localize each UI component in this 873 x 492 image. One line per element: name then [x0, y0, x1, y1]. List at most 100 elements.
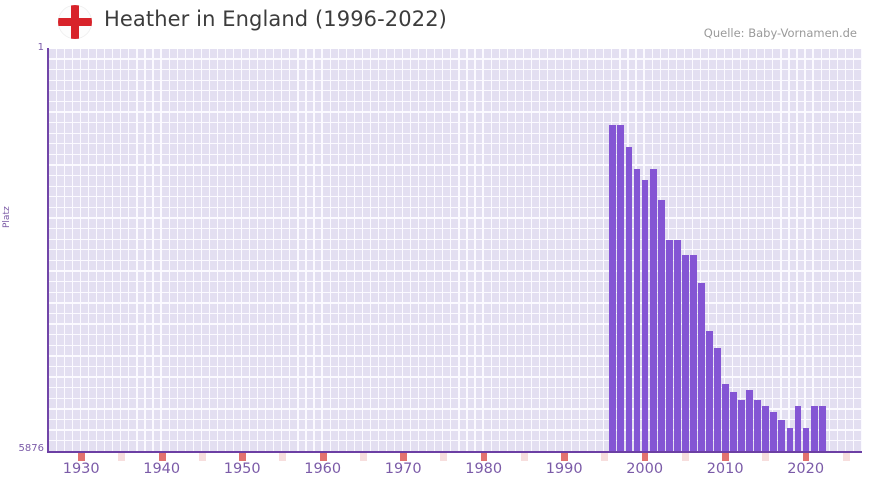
bar-1999[interactable] — [633, 169, 641, 452]
grid-column — [773, 49, 781, 452]
grid-column — [250, 49, 258, 452]
grid-column — [218, 49, 225, 452]
grid-column — [435, 49, 443, 452]
bar-2000[interactable] — [641, 180, 649, 452]
bar-series-heather — [49, 49, 862, 452]
grid-column — [282, 49, 290, 452]
grid-column — [749, 49, 757, 452]
grid-column — [604, 49, 612, 452]
grid-column — [580, 49, 588, 452]
grid-column — [507, 49, 515, 452]
grid-row-gap — [49, 387, 862, 389]
grid-row-gap — [49, 270, 862, 272]
grid-column — [290, 49, 298, 452]
grid-column — [395, 49, 402, 452]
grid-column — [523, 49, 531, 452]
grid-column — [548, 49, 555, 452]
x-tick-minor-1975 — [440, 453, 448, 461]
grid-column — [201, 49, 209, 452]
grid-column — [121, 49, 129, 452]
grid-column — [797, 49, 805, 452]
bar-2022[interactable] — [818, 406, 826, 452]
grid-column — [49, 49, 56, 452]
grid-row-gap — [49, 196, 862, 198]
grid-column — [346, 49, 354, 452]
grid-column — [459, 49, 467, 452]
x-tick-major-2000 — [641, 453, 649, 461]
source-credit: Quelle: Baby-Vornamen.de — [703, 26, 857, 40]
bar-2011[interactable] — [730, 391, 738, 452]
grid-column — [65, 49, 72, 452]
x-tick-major-1950 — [239, 453, 246, 461]
grid-row-gap — [49, 344, 862, 346]
bar-2018[interactable] — [786, 428, 794, 452]
bar-1997[interactable] — [617, 124, 625, 452]
england-flag-icon — [58, 5, 92, 39]
grid-column — [209, 49, 217, 452]
x-tick-major-1940 — [158, 453, 166, 461]
x-tick-minor-1965 — [359, 453, 367, 461]
grid-column — [354, 49, 362, 452]
bar-2017[interactable] — [778, 419, 786, 452]
bar-2020[interactable] — [802, 428, 810, 452]
grid-column — [588, 49, 596, 452]
chart-header: Heather in England (1996-2022) Quelle: B… — [0, 0, 873, 44]
grid-column — [89, 49, 97, 452]
grid-row-gap — [49, 397, 862, 399]
grid-row-gap — [49, 418, 862, 421]
bar-2016[interactable] — [770, 412, 778, 452]
bar-2019[interactable] — [794, 406, 802, 452]
grid-row-gap — [49, 238, 862, 240]
grid-column — [314, 49, 322, 452]
grid-column — [853, 49, 861, 452]
x-tick-minor-1945 — [198, 453, 206, 461]
y-axis-tick-top: 1 — [37, 42, 44, 53]
bar-2008[interactable] — [706, 331, 713, 452]
bar-2006[interactable] — [689, 254, 697, 452]
grid-column — [781, 49, 789, 452]
bar-2002[interactable] — [657, 199, 665, 452]
x-axis-line — [47, 451, 862, 453]
grid-row-gap — [49, 111, 862, 113]
bar-2009[interactable] — [714, 348, 721, 452]
bar-2004[interactable] — [673, 240, 681, 452]
page-title: Heather in England (1996-2022) — [104, 7, 447, 31]
bar-2013[interactable] — [746, 390, 754, 452]
bar-2012[interactable] — [738, 400, 746, 452]
bar-2001[interactable] — [649, 169, 657, 452]
grid-column — [845, 49, 853, 452]
bar-2007[interactable] — [697, 283, 705, 452]
grid-column — [161, 49, 169, 452]
grid-column — [515, 49, 523, 452]
grid-column — [145, 49, 153, 452]
grid-row-gap — [49, 249, 862, 251]
bar-1998[interactable] — [625, 147, 633, 452]
grid-column — [467, 49, 475, 452]
x-tick-minor-1985 — [520, 453, 528, 461]
bar-2003[interactable] — [665, 240, 673, 452]
grid-column — [596, 49, 604, 452]
grid-column — [475, 49, 483, 452]
x-tick-label-2020: 2020 — [787, 461, 825, 477]
grid-column — [499, 49, 507, 452]
bar-2010[interactable] — [722, 384, 729, 452]
grid-column — [362, 49, 370, 452]
grid-row-gap — [49, 100, 862, 103]
x-tick-label-1960: 1960 — [304, 461, 342, 477]
grid-column — [531, 49, 539, 452]
grid-column — [370, 49, 378, 452]
grid-column — [491, 49, 499, 452]
bar-1996[interactable] — [609, 124, 617, 452]
grid-row-gap — [49, 408, 862, 410]
bar-2014[interactable] — [754, 400, 762, 452]
grid-column — [805, 49, 813, 452]
y-axis-label: Platz — [2, 206, 12, 228]
plot-area — [49, 49, 862, 452]
grid-column — [717, 49, 724, 452]
flag-cross-horizontal — [58, 18, 92, 26]
bar-2021[interactable] — [810, 406, 818, 452]
bar-2015[interactable] — [762, 406, 770, 452]
grid-row-gap — [49, 259, 862, 262]
grid-column — [556, 49, 563, 452]
bar-2005[interactable] — [681, 254, 689, 452]
